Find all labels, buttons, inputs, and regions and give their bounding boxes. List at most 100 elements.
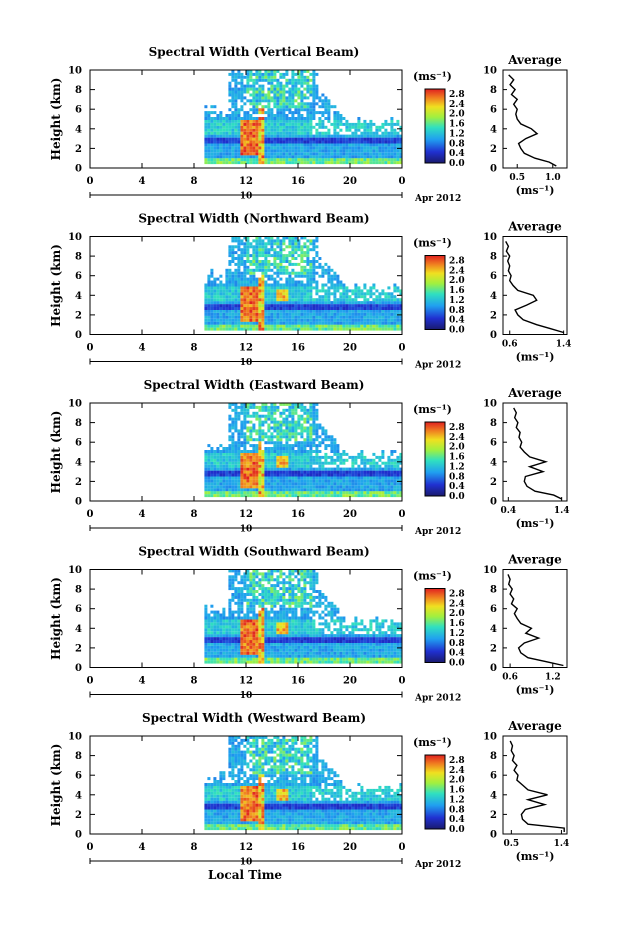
heatmap-cell bbox=[342, 158, 346, 162]
heatmap-cell bbox=[348, 455, 352, 459]
heatmap-cell bbox=[213, 450, 217, 453]
heatmap-cell bbox=[339, 461, 343, 465]
heatmap-cell bbox=[258, 429, 262, 433]
heatmap-cell bbox=[240, 87, 244, 91]
heatmap-cell bbox=[396, 158, 400, 162]
heatmap-cell bbox=[264, 572, 268, 576]
heatmap-cell bbox=[336, 119, 340, 123]
heatmap-cell bbox=[336, 137, 340, 141]
heatmap-cell bbox=[291, 476, 295, 480]
heatmap-cell bbox=[273, 455, 277, 459]
heatmap-cell bbox=[255, 137, 259, 141]
heatmap-cell bbox=[282, 161, 286, 165]
heatmap-cell bbox=[363, 494, 367, 498]
heatmap-cell bbox=[246, 301, 250, 305]
heatmap-cell bbox=[261, 245, 265, 249]
heatmap-cell bbox=[234, 274, 238, 278]
heatmap-cell bbox=[399, 315, 403, 319]
heatmap-cell bbox=[258, 488, 262, 492]
heatmap-cell bbox=[237, 268, 241, 272]
heatmap-cell bbox=[282, 307, 286, 310]
heatmap-cell bbox=[270, 491, 274, 495]
heatmap-cell bbox=[240, 149, 244, 153]
heatmap-cell bbox=[288, 280, 292, 284]
heatmap-cell bbox=[288, 140, 292, 144]
heatmap-cell bbox=[252, 280, 256, 284]
heatmap-cell bbox=[204, 613, 208, 617]
heatmap-cell bbox=[324, 482, 328, 486]
heatmap-cell bbox=[339, 149, 343, 153]
heatmap-cell bbox=[312, 99, 316, 103]
heatmap-cell bbox=[357, 137, 361, 141]
heatmap-cell bbox=[210, 298, 214, 302]
heatmap-cell bbox=[336, 312, 340, 316]
heatmap-cell bbox=[384, 161, 388, 165]
heatmap-cell bbox=[354, 321, 358, 325]
heatmap-cell bbox=[333, 125, 337, 129]
heatmap-cell bbox=[249, 146, 253, 150]
heatmap-cell bbox=[378, 149, 382, 153]
heatmap-cell bbox=[261, 575, 265, 579]
heatmap-cell bbox=[324, 473, 328, 477]
heatmap-cell bbox=[258, 309, 262, 313]
heatmap-cell bbox=[291, 125, 295, 129]
heatmap-cell bbox=[243, 470, 247, 474]
heatmap-cell bbox=[288, 289, 292, 293]
heatmap-cell bbox=[273, 637, 277, 641]
heatmap-cell bbox=[261, 470, 265, 474]
heatmap-cell bbox=[300, 304, 304, 308]
heatmap-cell bbox=[273, 318, 277, 322]
heatmap-cell bbox=[285, 265, 289, 269]
heatmap-cell bbox=[279, 327, 283, 331]
heatmap-cell bbox=[279, 420, 283, 424]
heatmap-cell bbox=[333, 467, 337, 471]
heatmap-cell bbox=[270, 262, 274, 266]
heatmap-cell bbox=[270, 464, 274, 468]
heatmap-cell bbox=[381, 467, 385, 471]
heatmap-cell bbox=[366, 146, 370, 150]
heatmap-cell bbox=[246, 321, 250, 325]
heatmap-cell bbox=[345, 161, 349, 165]
heatmap-cell bbox=[264, 245, 268, 249]
heatmap-cell bbox=[237, 286, 241, 290]
heatmap-cell bbox=[273, 134, 277, 138]
heatmap-cell bbox=[300, 458, 304, 462]
heatmap-cell bbox=[207, 452, 211, 456]
heatmap-cell bbox=[390, 324, 394, 328]
heatmap-cell bbox=[261, 438, 265, 442]
heatmap-cell bbox=[312, 87, 316, 91]
heatmap-cell bbox=[369, 134, 373, 138]
heatmap-cell bbox=[276, 485, 280, 489]
heatmap-cell bbox=[267, 458, 271, 462]
heatmap-cell bbox=[369, 488, 373, 492]
heatmap-cell bbox=[252, 84, 256, 88]
heatmap-cell bbox=[240, 467, 244, 471]
heatmap-cell bbox=[363, 122, 367, 126]
heatmap-cell bbox=[282, 271, 286, 275]
heatmap-cell bbox=[255, 438, 259, 442]
heatmap-cell bbox=[234, 307, 238, 310]
heatmap-cell bbox=[300, 455, 304, 459]
heatmap-cell bbox=[267, 438, 271, 442]
heatmap-cell bbox=[237, 280, 241, 284]
heatmap-cell bbox=[225, 318, 229, 322]
heatmap-cell bbox=[306, 102, 310, 106]
heatmap-cell bbox=[243, 461, 247, 465]
heatmap-cell bbox=[255, 572, 259, 576]
heatmap-cell bbox=[270, 111, 274, 115]
heatmap-cell bbox=[324, 140, 328, 144]
heatmap-cell bbox=[252, 485, 256, 489]
heatmap-cell bbox=[249, 426, 253, 430]
heatmap-cell bbox=[258, 619, 262, 623]
heatmap-cell bbox=[249, 651, 253, 655]
heatmap-cell bbox=[213, 485, 217, 489]
heatmap-cell bbox=[273, 324, 277, 328]
heatmap-cell bbox=[243, 268, 247, 272]
heatmap-cell bbox=[258, 292, 262, 296]
heatmap-cell bbox=[204, 298, 208, 302]
heatmap-cell bbox=[261, 87, 265, 91]
heatmap-cell bbox=[336, 155, 340, 159]
heatmap-cell bbox=[210, 622, 214, 626]
heatmap-cell bbox=[216, 473, 220, 477]
heatmap-cell bbox=[216, 292, 220, 296]
